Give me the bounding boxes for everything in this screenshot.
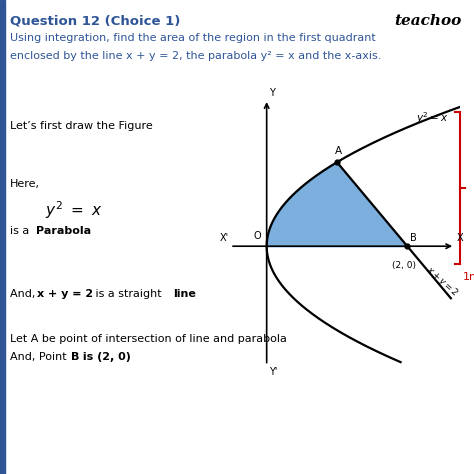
Text: (2, 0): (2, 0)	[392, 261, 416, 270]
Text: is (2, 0): is (2, 0)	[79, 352, 131, 362]
Text: B: B	[410, 233, 417, 243]
Text: is a: is a	[10, 226, 33, 236]
Text: And,: And,	[10, 289, 39, 299]
Text: Let’s first draw the Figure: Let’s first draw the Figure	[10, 121, 153, 131]
Text: Here,: Here,	[10, 179, 40, 189]
Text: is a straight: is a straight	[92, 289, 165, 299]
Bar	[0, 0, 5, 474]
Text: X': X'	[219, 233, 228, 243]
Text: 1marks: 1marks	[463, 272, 474, 282]
Text: Using integration, find the area of the region in the first quadrant: Using integration, find the area of the …	[10, 33, 376, 43]
Text: $y^2 = x$: $y^2 = x$	[416, 110, 448, 127]
Text: enclosed by the line x + y = 2, the parabola y² = x and the x-axis.: enclosed by the line x + y = 2, the para…	[10, 51, 382, 61]
Text: Let A be point of intersection of line and parabola: Let A be point of intersection of line a…	[10, 334, 287, 344]
Text: teachoo: teachoo	[395, 14, 462, 28]
Text: B: B	[71, 352, 79, 362]
Text: Parabola: Parabola	[36, 226, 91, 236]
Text: And, Point: And, Point	[10, 352, 70, 362]
Text: Y': Y'	[270, 367, 278, 377]
Text: x + y = 2: x + y = 2	[37, 289, 93, 299]
Text: $y^2\ =\ x$: $y^2\ =\ x$	[45, 199, 102, 221]
Text: $x+y=2$: $x+y=2$	[423, 264, 461, 300]
Text: X: X	[456, 233, 463, 243]
Text: Question 12 (Choice 1): Question 12 (Choice 1)	[10, 14, 181, 27]
Text: Y: Y	[270, 88, 275, 98]
Text: A: A	[335, 146, 342, 156]
Text: O: O	[254, 231, 261, 241]
Text: line: line	[173, 289, 196, 299]
